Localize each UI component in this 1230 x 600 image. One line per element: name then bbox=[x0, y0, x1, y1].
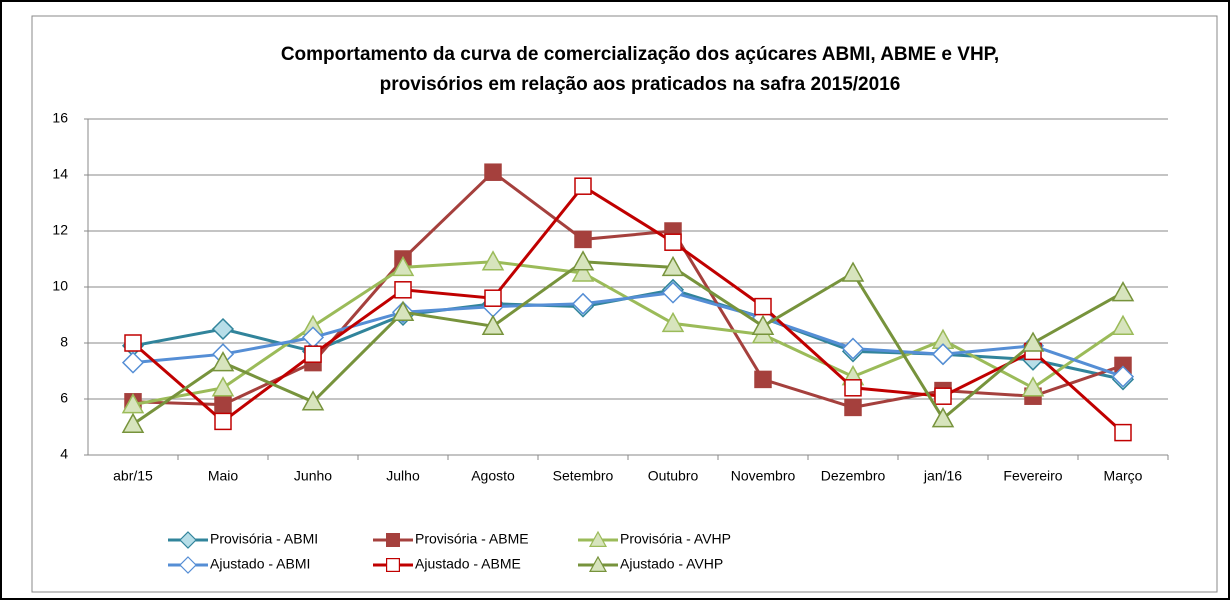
data-point bbox=[391, 255, 415, 277]
y-tick-label: 8 bbox=[60, 334, 68, 350]
data-point bbox=[571, 261, 595, 282]
data-point bbox=[661, 311, 685, 333]
data-point bbox=[754, 297, 772, 316]
data-point bbox=[661, 255, 685, 277]
data-point bbox=[841, 337, 865, 360]
data-point bbox=[214, 395, 232, 414]
x-tick-label: jan/16 bbox=[923, 468, 962, 484]
x-tick-label: Março bbox=[1104, 468, 1143, 484]
data-point bbox=[121, 351, 145, 374]
legend-label: Ajustado - AVHP bbox=[620, 556, 723, 572]
legend-marker bbox=[179, 531, 197, 549]
y-tick-label: 14 bbox=[52, 166, 68, 182]
data-point bbox=[931, 343, 955, 366]
data-point bbox=[1111, 365, 1135, 388]
series-line bbox=[132, 291, 1124, 379]
x-tick-label: Julho bbox=[386, 468, 420, 484]
series-line bbox=[132, 184, 1125, 434]
data-point bbox=[394, 281, 412, 299]
data-point bbox=[934, 387, 952, 405]
data-point bbox=[664, 233, 682, 251]
legend-marker bbox=[588, 530, 608, 548]
chart-title: provisórios em relação aos praticados na… bbox=[380, 74, 901, 95]
x-tick-label: Agosto bbox=[471, 468, 515, 484]
data-point bbox=[1111, 314, 1135, 335]
x-tick-label: Maio bbox=[208, 468, 239, 484]
data-point bbox=[484, 163, 502, 181]
data-point bbox=[484, 289, 502, 307]
legend-marker bbox=[386, 558, 401, 573]
data-point bbox=[841, 261, 865, 282]
data-point bbox=[754, 370, 772, 389]
legend-marker bbox=[179, 556, 197, 574]
legend-label: Provisória - ABME bbox=[415, 531, 529, 547]
data-point bbox=[481, 314, 505, 335]
data-point bbox=[211, 317, 235, 341]
legend-label: Provisória - AVHP bbox=[620, 531, 731, 547]
x-tick-label: Fevereiro bbox=[1003, 468, 1062, 484]
data-point bbox=[124, 334, 142, 352]
x-tick-label: Novembro bbox=[731, 468, 796, 484]
legend-label: Ajustado - ABME bbox=[415, 556, 521, 572]
data-point bbox=[121, 412, 145, 433]
data-point bbox=[391, 300, 415, 321]
data-point bbox=[571, 250, 595, 271]
data-point bbox=[931, 407, 955, 428]
x-tick-label: Junho bbox=[294, 468, 332, 484]
data-point bbox=[301, 390, 325, 411]
data-point bbox=[211, 376, 235, 397]
data-point bbox=[121, 393, 145, 414]
y-tick-label: 10 bbox=[52, 278, 68, 294]
legend-label: Provisória - ABMI bbox=[210, 531, 318, 547]
data-point bbox=[571, 292, 595, 315]
data-point bbox=[574, 230, 592, 249]
series-line bbox=[132, 170, 1124, 409]
data-point bbox=[214, 412, 232, 431]
data-point bbox=[1111, 281, 1135, 302]
y-tick-label: 16 bbox=[52, 110, 68, 126]
series-line bbox=[132, 260, 1124, 426]
chart-title: Comportamento da curva de comercializaçã… bbox=[281, 44, 999, 65]
data-point bbox=[844, 379, 862, 397]
legend-marker bbox=[588, 555, 608, 573]
data-point bbox=[1114, 423, 1132, 442]
y-tick-label: 12 bbox=[52, 222, 68, 238]
data-point bbox=[1021, 376, 1045, 397]
data-point bbox=[574, 177, 592, 195]
y-tick-label: 4 bbox=[60, 446, 68, 462]
x-tick-label: Dezembro bbox=[821, 468, 886, 484]
data-point bbox=[1021, 331, 1045, 352]
legend-label: Ajustado - ABMI bbox=[210, 556, 310, 572]
data-point bbox=[211, 351, 235, 372]
x-tick-label: Setembro bbox=[553, 468, 614, 484]
data-point bbox=[661, 281, 685, 304]
legend-marker bbox=[386, 533, 401, 548]
data-point bbox=[844, 398, 862, 417]
y-tick-label: 6 bbox=[60, 390, 68, 406]
data-point bbox=[751, 314, 775, 335]
data-point bbox=[481, 250, 505, 271]
data-point bbox=[304, 345, 322, 363]
chart-area bbox=[31, 15, 1218, 593]
x-tick-label: Outubro bbox=[648, 468, 699, 484]
x-tick-label: abr/15 bbox=[113, 468, 153, 484]
